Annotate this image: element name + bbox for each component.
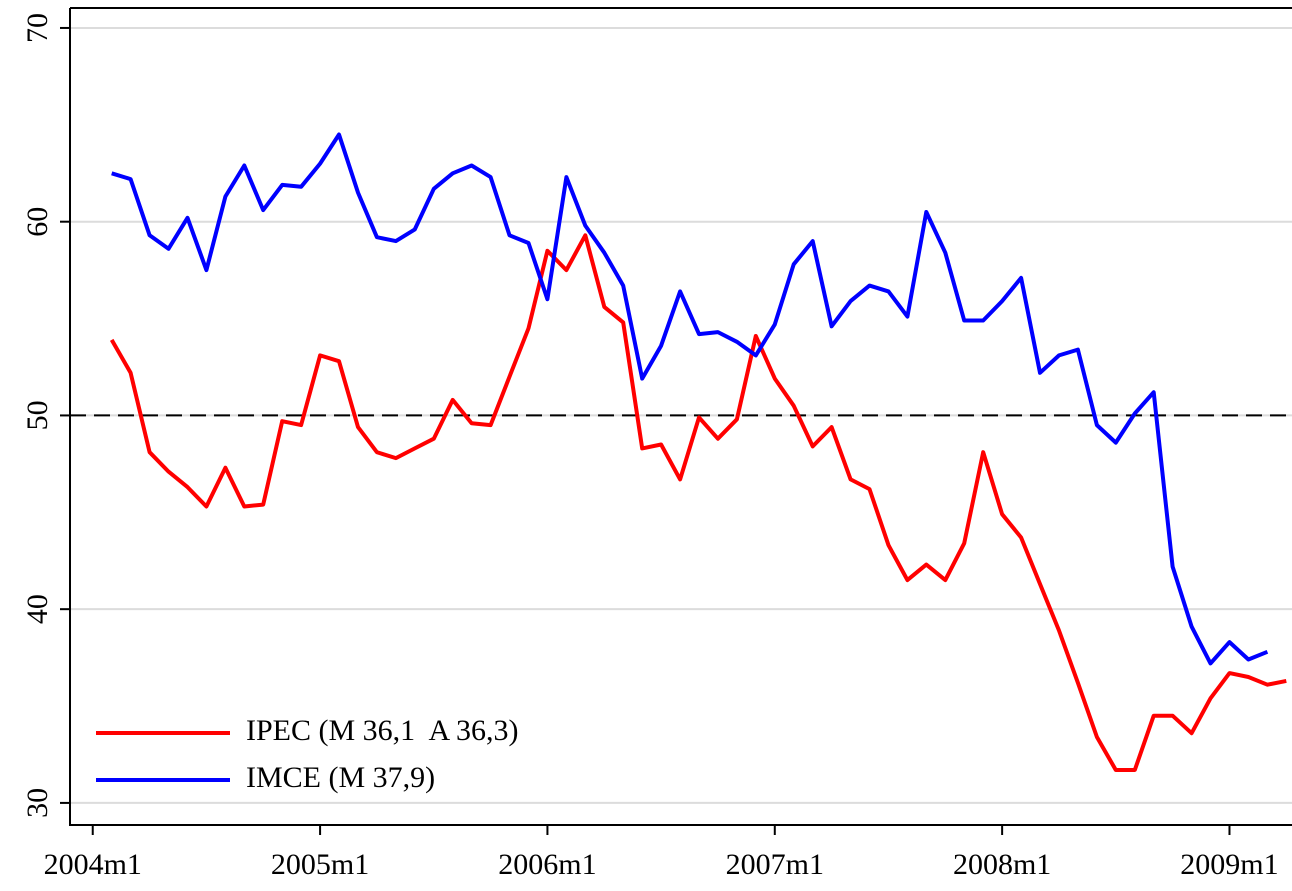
y-tick-label: 50 — [21, 400, 54, 430]
axis-frame — [69, 7, 1292, 826]
x-tick-label: 2008m1 — [953, 848, 1051, 881]
y-tick-label: 60 — [21, 207, 54, 237]
data-line — [111, 132, 1269, 666]
y-tick-label: 30 — [21, 788, 54, 818]
legend-label: IMCE (M 37,9) — [246, 761, 435, 794]
y-tick-label: 70 — [21, 13, 54, 43]
x-tick-label: 2005m1 — [271, 848, 369, 881]
x-tick-label: 2006m1 — [498, 848, 596, 881]
x-tick-label: 2009m1 — [1180, 848, 1278, 881]
y-tick-label: 40 — [21, 594, 54, 624]
x-tick-label: 2007m1 — [726, 848, 824, 881]
x-tick-label: 2004m1 — [44, 848, 142, 881]
data-line — [109, 233, 1287, 772]
legend-label: IPEC (M 36,1 A 36,3) — [246, 714, 519, 747]
